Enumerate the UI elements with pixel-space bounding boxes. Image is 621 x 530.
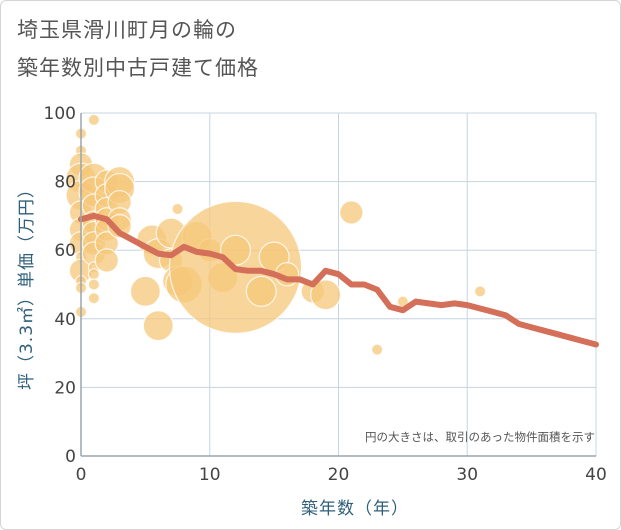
- x-tick-label: 0: [76, 465, 87, 485]
- x-tick-label: 40: [585, 465, 607, 485]
- y-tick-label: 80: [54, 173, 76, 193]
- bubble-point: [474, 285, 487, 298]
- bubble-point: [94, 248, 119, 273]
- y-tick-label: 0: [65, 447, 76, 467]
- y-tick-label: 40: [54, 310, 76, 330]
- y-tick-label: 20: [54, 378, 76, 398]
- x-tick-label: 10: [199, 465, 221, 485]
- bubble-point: [371, 343, 384, 356]
- y-tick-label: 60: [54, 241, 76, 261]
- bubble-point: [87, 292, 100, 305]
- bubble-point: [310, 279, 342, 311]
- trend-line: [78, 212, 599, 348]
- axes: [80, 113, 596, 457]
- y-tick-label: 100: [44, 104, 76, 124]
- bubble-point: [339, 200, 364, 225]
- chart-title: 埼玉県滑川町月の輪の 築年数別中古戸建て価格: [17, 18, 259, 80]
- tick-labels: 0 10 20 30 40 0 20 40 60 80 100: [44, 104, 607, 485]
- bubble-size-note: 円の大きさは、取引のあった物件面積を示す: [365, 430, 595, 444]
- bubble-point: [107, 213, 132, 239]
- x-axis-title: 築年数（年）: [301, 499, 409, 519]
- y-axis-title: 坪（3.3㎡）単価（万円）: [17, 180, 37, 390]
- x-tick-label: 20: [328, 465, 350, 485]
- x-tick-label: 30: [456, 465, 478, 485]
- bubble-point: [87, 268, 100, 281]
- bubble-point: [245, 275, 277, 307]
- bubble-point: [87, 113, 100, 126]
- bubble-point: [171, 202, 184, 216]
- bubble-point: [142, 310, 174, 342]
- bubble-point: [129, 275, 161, 307]
- bubble-point: [87, 278, 100, 291]
